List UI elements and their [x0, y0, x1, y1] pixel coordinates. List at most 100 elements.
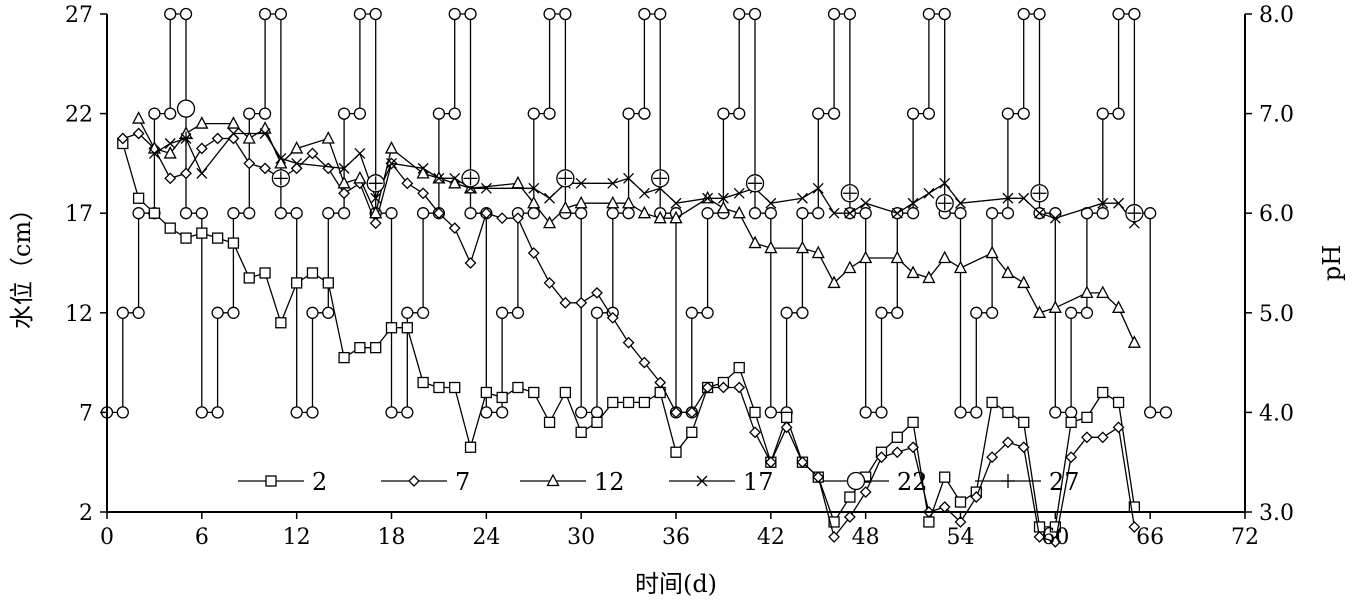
series-17-point: [164, 138, 176, 149]
series-2-point: [591, 416, 603, 429]
water-level-point: [290, 406, 303, 419]
series-2-point: [622, 396, 635, 409]
series-12-point: [1096, 285, 1110, 299]
water-level-point: [195, 207, 208, 220]
legend-marker-12: [546, 473, 560, 487]
legend-label: 27: [1049, 468, 1080, 496]
x-tick-label: 6: [195, 525, 209, 550]
water-level-point: [654, 7, 667, 21]
series-2-point: [433, 381, 445, 394]
legend-marker-22: [846, 471, 866, 491]
legend-marker-17: [696, 475, 708, 487]
series-7-point: [812, 471, 825, 484]
series-27-point: [937, 196, 952, 211]
water-level-point: [1001, 207, 1015, 220]
water-level-point: [638, 107, 651, 120]
series-7-point: [401, 177, 414, 190]
water-level-point: [922, 107, 936, 120]
series-12-point: [353, 170, 367, 184]
series-7-point: [369, 217, 382, 230]
x-tick-label: 18: [378, 525, 406, 550]
x-axis-title: 时间(d): [635, 570, 717, 598]
water-level-point: [1033, 7, 1046, 21]
series-17-point: [1018, 192, 1030, 204]
water-level-point: [985, 306, 999, 319]
y-left-tick-label: 2: [79, 501, 93, 526]
series-7-point: [543, 277, 556, 289]
series-12-point: [1032, 305, 1047, 318]
series-2-point: [291, 277, 303, 289]
series-7-point: [464, 257, 477, 269]
plot-area: [100, 7, 1173, 548]
legend-item-2: 2: [238, 468, 327, 496]
water-level-point: [796, 207, 809, 220]
water-level-point: [1096, 107, 1109, 120]
series-7-point: [733, 381, 746, 394]
series-17-point: [1097, 197, 1109, 209]
legend-item-12: 12: [520, 468, 625, 496]
series-7-point: [496, 212, 509, 225]
water-level-point: [954, 406, 967, 419]
series-17-point: [480, 182, 492, 194]
series-12-point: [1127, 335, 1141, 348]
water-level-point: [116, 306, 129, 319]
series-7-point: [780, 421, 793, 434]
series-2-point: [1097, 386, 1109, 399]
series-7-point: [764, 456, 777, 469]
series-7-point: [195, 142, 208, 155]
water-level-point: [495, 306, 509, 319]
series-27-point: [558, 171, 573, 186]
series-7-point: [875, 451, 888, 464]
water-level-point: [369, 7, 382, 21]
series-7-point: [1112, 421, 1125, 434]
series-17-point: [607, 177, 619, 189]
water-level-point: [527, 107, 540, 120]
legend-label: 17: [743, 468, 774, 496]
series-12-point: [1080, 285, 1094, 299]
series-7-point: [1033, 530, 1046, 543]
series-7-point: [164, 172, 177, 185]
series-7-point: [907, 441, 920, 454]
series-2-point: [780, 411, 793, 424]
series-17-point: [449, 172, 461, 184]
series-12-point: [1001, 265, 1015, 279]
series-2-point: [1081, 411, 1093, 424]
water-level-point: [337, 107, 351, 120]
water-level-point: [401, 406, 414, 419]
series-2-point: [638, 396, 651, 409]
x-tick-label: 54: [947, 525, 975, 550]
series-12-point: [732, 205, 746, 219]
water-level-point: [764, 207, 777, 220]
water-level-point: [891, 306, 904, 319]
water-level-point: [385, 406, 398, 419]
water-level-point: [701, 306, 714, 319]
legend-label: 7: [455, 468, 470, 496]
series-12-point: [369, 205, 383, 219]
series-2-point: [449, 381, 461, 394]
water-level-point: [954, 207, 967, 220]
water-level-point: [243, 107, 256, 120]
series-7-point: [417, 187, 430, 200]
water-level-point: [211, 306, 224, 319]
series-17-point: [812, 182, 824, 194]
series-12-point: [511, 175, 525, 189]
series-7-point: [954, 516, 967, 528]
water-level-point: [495, 406, 509, 419]
series-17-point: [370, 192, 382, 204]
water-level-point: [416, 207, 430, 220]
series-17-point: [796, 192, 808, 204]
water-level-point: [1112, 7, 1125, 21]
series-2-point: [954, 496, 967, 508]
water-level-point: [258, 107, 272, 120]
series-7-point: [717, 381, 730, 394]
water-level-point: [353, 107, 367, 120]
series-2-point: [986, 396, 998, 409]
x-tick-label: 66: [1136, 525, 1164, 550]
series-7-point: [796, 456, 809, 469]
series-2-point: [528, 386, 540, 399]
series-27-point: [368, 176, 383, 191]
water-level-point: [1064, 306, 1078, 319]
series-2-point: [607, 396, 619, 409]
y-right-tick-label: 6.0: [1259, 202, 1294, 227]
series-2-point: [259, 267, 271, 279]
